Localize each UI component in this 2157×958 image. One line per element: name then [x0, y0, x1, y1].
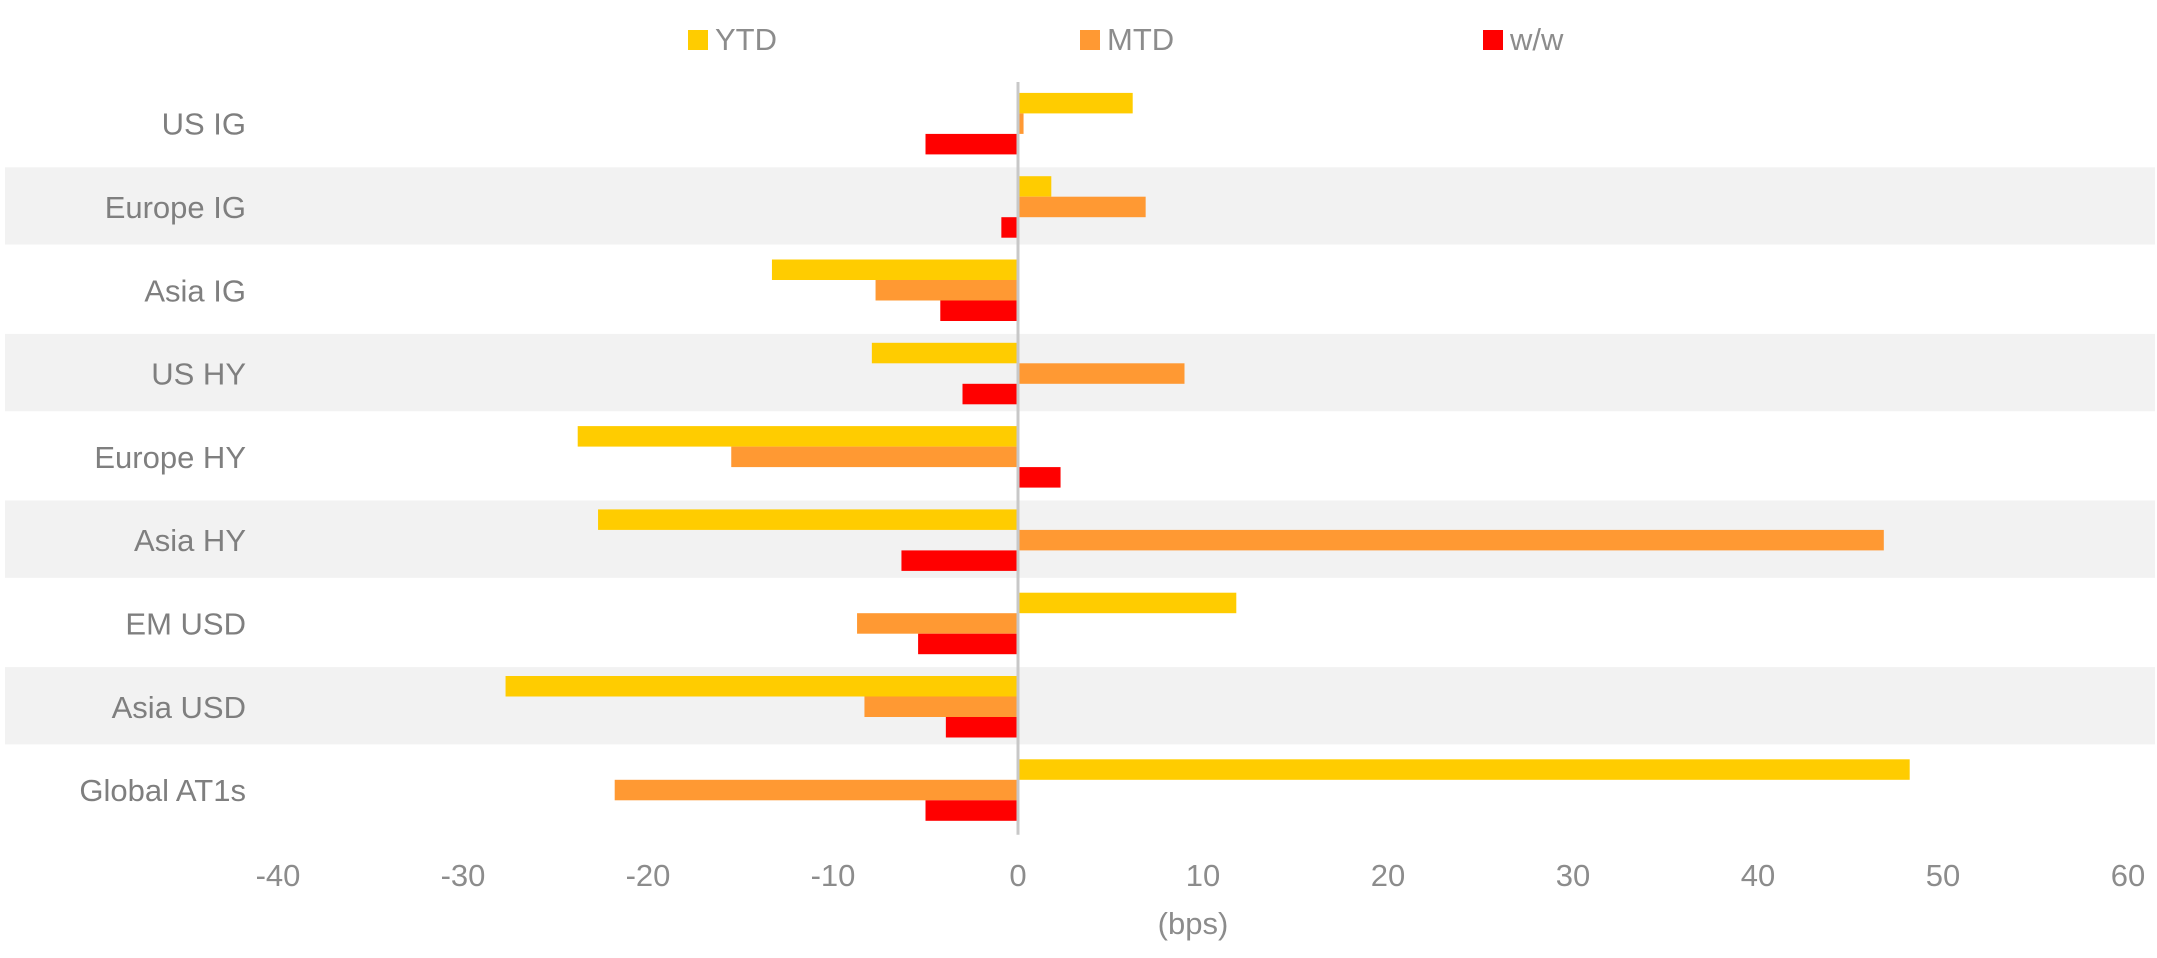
bar-mtd [864, 696, 1018, 717]
legend-label: MTD [1107, 22, 1174, 57]
row-band [5, 667, 2155, 745]
category-label: Asia USD [112, 690, 246, 725]
x-tick-label: 20 [1371, 858, 1405, 893]
x-tick-label: 50 [1926, 858, 1960, 893]
x-tick-label: 10 [1186, 858, 1220, 893]
bar-mtd [731, 446, 1018, 468]
bar-mtd [1018, 113, 1024, 134]
category-label: Europe IG [105, 190, 246, 225]
x-tick-label: 0 [1009, 858, 1026, 893]
legend-swatch [688, 30, 708, 50]
bar-ytd [1018, 176, 1052, 197]
x-tick-label: 40 [1741, 858, 1775, 893]
x-tick-label: -20 [626, 858, 671, 893]
bar-ww [962, 383, 1018, 405]
x-tick-label: -40 [256, 858, 301, 893]
category-labels: US IG Europe IG Asia IG US HY Europe HY Asia … [79, 107, 246, 808]
category-label: Global AT1s [79, 773, 246, 808]
bar-mtd [857, 613, 1018, 634]
bars [505, 92, 1910, 821]
bar-mtd [1018, 529, 1884, 551]
bar-mtd [1018, 196, 1146, 218]
category-label: Europe HY [94, 440, 246, 475]
category-label: EM USD [125, 606, 246, 641]
bar-ww [1018, 467, 1061, 488]
x-tick-label: -30 [441, 858, 486, 893]
x-tick-label: 30 [1556, 858, 1590, 893]
legend-label: YTD [715, 22, 777, 57]
bar-ytd [598, 509, 1018, 530]
x-axis-tick-labels: -40 -30 -20 -10 0 10 20 30 40 50 60 [256, 858, 2146, 893]
category-label: Asia HY [134, 523, 246, 558]
legend-swatch [1483, 30, 1503, 50]
bar-ww [925, 800, 1018, 821]
x-axis-label: (bps) [1158, 906, 1229, 941]
bar-ytd [871, 342, 1018, 364]
bar-ytd [577, 426, 1018, 447]
bar-mtd [875, 280, 1018, 301]
bar-ytd [771, 259, 1018, 280]
category-label: Asia IG [144, 273, 246, 308]
legend-label: w/w [1509, 22, 1564, 57]
bar-ww [945, 717, 1018, 738]
bar-mtd [614, 779, 1018, 801]
x-tick-label: -10 [811, 858, 856, 893]
legend-swatch [1080, 30, 1100, 50]
legend: YTD MTD w/w [688, 22, 1564, 57]
bar-ww [940, 300, 1018, 321]
bar-ytd [1018, 592, 1237, 614]
bar-mtd [1018, 363, 1185, 384]
bar-ww [1001, 217, 1018, 238]
category-label: US HY [151, 357, 246, 392]
bar-ww [901, 550, 1018, 571]
x-tick-label: 60 [2111, 858, 2145, 893]
bar-ww [925, 133, 1018, 155]
category-label: US IG [162, 107, 246, 142]
bar-ytd [505, 676, 1018, 697]
row-shading-bands [5, 167, 2155, 745]
bar-ytd [1018, 759, 1910, 780]
bar-ytd [1018, 92, 1133, 114]
bar-ww [918, 633, 1018, 655]
